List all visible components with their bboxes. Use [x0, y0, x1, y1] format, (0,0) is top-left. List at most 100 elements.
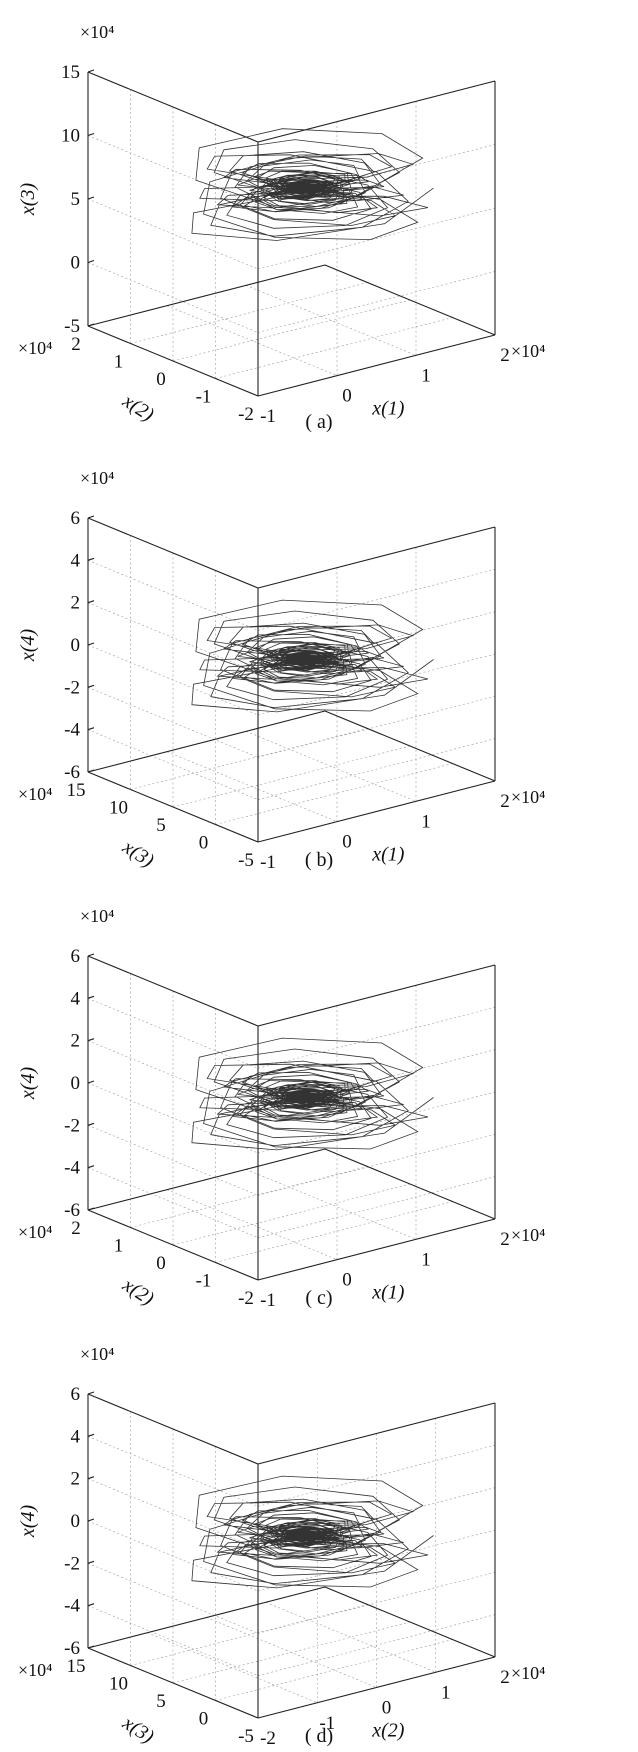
- y-multiplier: ×10⁴: [18, 1222, 52, 1242]
- x-multiplier: ×10⁴: [511, 341, 545, 361]
- y-tick-label: 2: [71, 334, 81, 355]
- y-tick-label: 0: [199, 1709, 209, 1730]
- trajectory-line: [191, 1475, 434, 1589]
- y-tick-label: -1: [196, 1271, 212, 1292]
- x-tick-label: 1: [421, 1249, 431, 1270]
- y-tick-label: 0: [199, 833, 209, 854]
- box-edge: [257, 526, 496, 589]
- chart-panel-a: 15 10 5 0 -5 ×10⁴ x(3) 2 1 0 -1 -2 ×10⁴ x(2) -1 0 1 2 ×10⁴…: [0, 0, 638, 438]
- trajectory-line: [191, 1037, 434, 1151]
- y-tick-label: 2: [71, 1218, 81, 1239]
- grid-line: [245, 285, 417, 356]
- figure-caption: ( b): [305, 849, 333, 871]
- grid-line: [215, 317, 453, 379]
- y-tick-label: 0: [156, 369, 166, 390]
- z-tick-mark: [87, 69, 95, 73]
- grid-line: [130, 1166, 368, 1228]
- y-multiplier: ×10⁴: [18, 338, 52, 358]
- chart-panel-d: 6 4 2 0 -2 -4 -6 ×10⁴ x(4) 15 10 5 0 -5 ×10⁴ x(3) -2 -1 0 1…: [0, 1314, 638, 1752]
- z-axis-label: x(3): [17, 183, 39, 217]
- box-edge: [87, 955, 259, 1027]
- z-tick-mark: [87, 1122, 95, 1126]
- z-tick-label: 15: [61, 62, 80, 83]
- chart-d: 6 4 2 0 -2 -4 -6 ×10⁴ x(4) 15 10 5 0 -5 ×10⁴ x(3) -2 -1 0 1…: [17, 1344, 545, 1749]
- z-tick-label: 6: [71, 946, 81, 967]
- z-tick-label: -2: [64, 1553, 80, 1574]
- z-tick-mark: [87, 1391, 95, 1395]
- z-tick-mark: [87, 1080, 95, 1084]
- z-tick-label: 0: [71, 253, 81, 274]
- grid-line: [166, 751, 338, 822]
- grid-line: [147, 1632, 318, 1704]
- z-tick-label: 0: [71, 635, 81, 656]
- z-multiplier: ×10⁴: [80, 22, 114, 42]
- y-tick-label: -2: [238, 404, 254, 425]
- trajectory-line: [191, 128, 434, 241]
- z-tick-label: 6: [71, 508, 81, 529]
- grid-line: [130, 728, 368, 790]
- y-axis-label: x(3): [118, 1711, 158, 1748]
- grid-line: [257, 653, 496, 716]
- grid-line: [257, 271, 496, 333]
- grid-line: [257, 207, 496, 270]
- x-tick-label: 2: [500, 1229, 510, 1250]
- z-tick-mark: [87, 323, 95, 327]
- x-tick-label: 0: [342, 386, 352, 407]
- grid-line: [172, 299, 411, 362]
- figure-caption: ( a): [305, 411, 332, 433]
- z-tick-label: -5: [64, 316, 80, 337]
- trajectory-line: [191, 599, 434, 713]
- y-tick-label: -5: [238, 1726, 254, 1747]
- grid-line: [257, 738, 496, 800]
- z-tick-mark: [87, 642, 95, 646]
- z-tick-label: 2: [71, 1469, 81, 1490]
- grid-line: [166, 1189, 338, 1260]
- chart-panel-b: 6 4 2 0 -2 -4 -6 ×10⁴ x(4) 15 10 5 0 -5 ×10⁴ x(3) -1 0 1 2 ×…: [0, 438, 638, 876]
- z-tick-label: -4: [64, 720, 80, 741]
- box-edge: [87, 1393, 259, 1465]
- grid-line: [215, 1201, 453, 1263]
- grid-line: [172, 1183, 411, 1246]
- z-tick-mark: [87, 769, 95, 773]
- box-edge: [324, 1148, 496, 1220]
- box-edge: [87, 517, 259, 589]
- z-tick-label: 4: [71, 988, 81, 1009]
- box-edge: [87, 710, 326, 773]
- y-tick-label: 15: [67, 780, 86, 801]
- z-tick-mark: [87, 1476, 95, 1480]
- x-multiplier: ×10⁴: [511, 1225, 545, 1245]
- x-tick-label: -1: [260, 852, 276, 873]
- grid-line: [257, 1091, 496, 1154]
- grid-line: [87, 602, 259, 673]
- box-edge: [257, 80, 496, 143]
- z-tick-label: 5: [71, 189, 81, 210]
- z-tick-label: 0: [71, 1511, 81, 1532]
- box-edge: [257, 334, 496, 397]
- box-edge: [87, 1647, 259, 1719]
- grid-line: [245, 1169, 417, 1240]
- grid-line: [172, 745, 411, 808]
- chart-panel-c: 6 4 2 0 -2 -4 -6 ×10⁴ x(4) 2 1 0 -1 -2 ×10⁴ x(2) -1 0 1 2 ×1…: [0, 876, 638, 1314]
- box-edge: [257, 780, 496, 843]
- z-tick-label: -2: [64, 677, 80, 698]
- box-edge: [87, 1148, 326, 1211]
- z-tick-mark: [87, 727, 95, 731]
- z-tick-label: 4: [71, 1426, 81, 1447]
- x-tick-label: 0: [382, 1698, 392, 1719]
- x-axis-label: x(1): [371, 843, 405, 865]
- x-tick-label: 1: [421, 365, 431, 386]
- box-edge: [257, 1656, 496, 1719]
- z-multiplier: ×10⁴: [80, 1344, 114, 1364]
- x-tick-label: 1: [421, 811, 431, 832]
- z-tick-label: -4: [64, 1158, 80, 1179]
- box-edge: [324, 1586, 496, 1658]
- x-tick-label: -1: [319, 1713, 335, 1734]
- grid-line: [257, 1007, 496, 1069]
- y-axis-label: x(3): [118, 835, 158, 872]
- z-tick-label: 2: [71, 1031, 81, 1052]
- z-tick-label: 6: [71, 1384, 81, 1405]
- x-tick-label: 0: [342, 1270, 352, 1291]
- grid-line: [257, 1572, 496, 1634]
